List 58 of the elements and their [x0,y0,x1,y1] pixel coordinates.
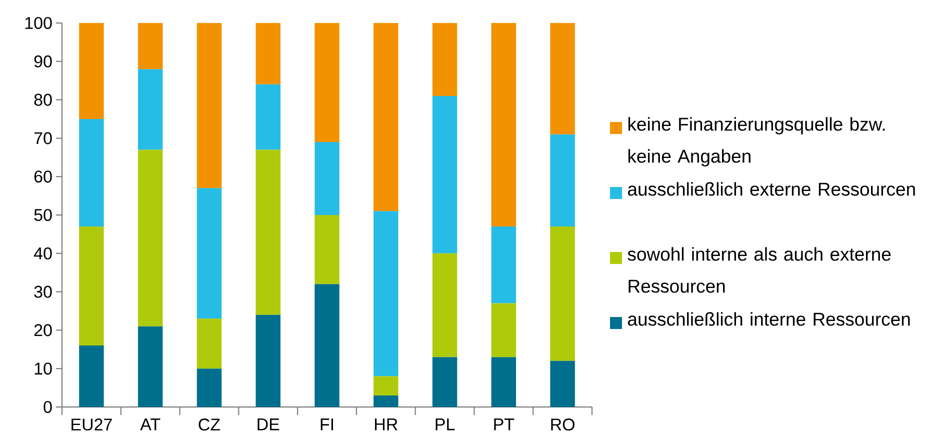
x-tick-label: EU27 [72,418,112,431]
y-tick-label: 40 [34,247,52,260]
bar [314,22,340,142]
y-tick-label: 50 [34,208,52,222]
bar [138,22,163,70]
bar [138,326,163,407]
x-tick-label: DE [258,418,280,430]
bar [138,69,163,150]
bar [374,376,398,396]
bar [196,368,222,407]
bar [196,22,222,188]
bar [374,22,398,212]
x-tick-label: RO [551,418,574,431]
bar [256,150,280,315]
x-tick-label: CZ [198,418,220,431]
bar [491,357,516,407]
x-tick-label: PL [436,418,455,430]
y-tick-label: 10 [34,362,52,375]
bar [374,211,398,376]
bar [314,284,340,407]
y-tick-label: 80 [34,94,52,106]
bar [432,96,458,254]
x-tick-label: HR [375,418,398,430]
legend-label: ausschließlich interne Ressourcen [628,312,910,326]
bar [256,22,280,84]
bar [79,226,104,346]
bar [550,226,575,361]
bar [196,188,222,319]
y-tick-label: 100 [25,16,52,30]
bar [138,150,163,326]
bar [314,142,340,215]
x-tick-label: PT [494,418,514,430]
bar [432,253,458,358]
bar [550,134,575,227]
bar [314,214,340,284]
y-tick-label: 60 [34,170,52,183]
x-tick-label: FI [320,418,333,430]
bar [374,395,398,407]
bar [491,22,516,227]
bar [432,22,458,96]
x-tick-label: AT [140,418,160,430]
bar [196,318,222,369]
legend-label: ausschließlich externe Ressourcen [628,182,915,196]
bar [550,22,575,134]
y-tick-label: 30 [34,286,52,298]
bar [79,118,104,227]
bar [550,360,575,407]
y-tick-label: 90 [34,55,52,68]
bar [79,346,104,407]
bar [256,314,280,407]
bar [491,226,516,304]
bar [79,22,104,119]
y-tick-label: 70 [34,132,52,144]
bar [432,357,458,407]
bar [491,303,516,358]
y-tick-label: 0 [44,400,52,414]
y-tick-label: 20 [34,324,52,336]
bar [256,84,280,150]
